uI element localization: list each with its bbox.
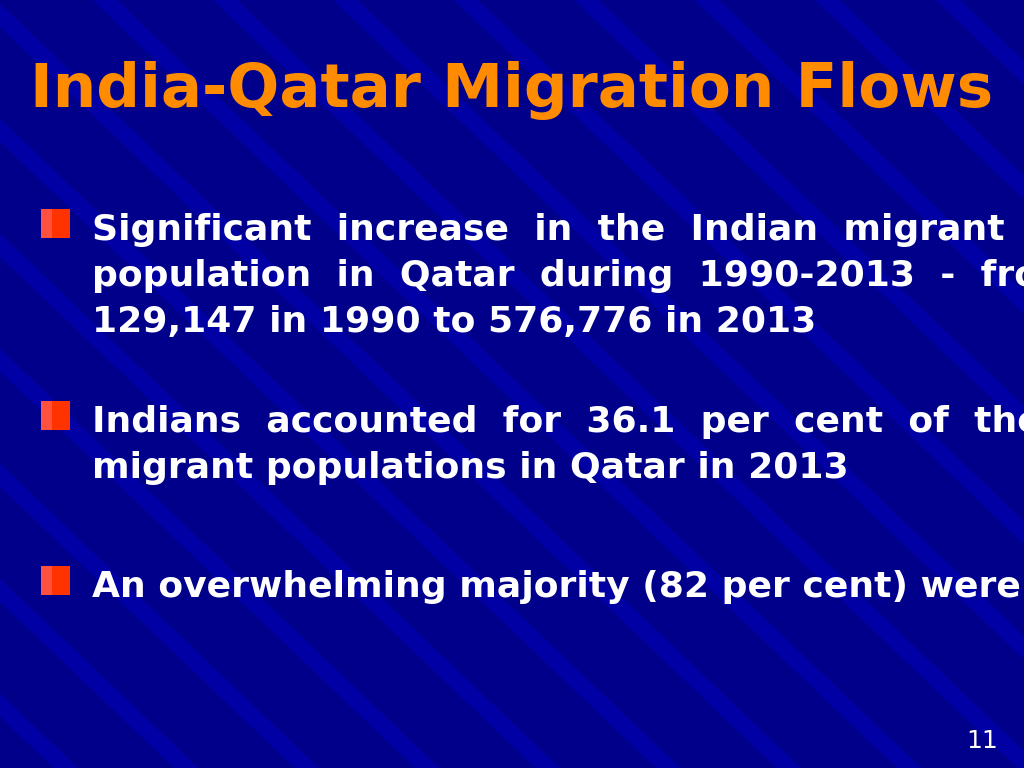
Text: 11: 11	[967, 729, 998, 753]
Bar	[41, 566, 52, 595]
Bar	[41, 401, 70, 430]
Text: Indians  accounted  for  36.1  per  cent  of  the  total
migrant populations in : Indians accounted for 36.1 per cent of t…	[92, 405, 1024, 485]
Bar	[41, 209, 52, 238]
Bar	[41, 566, 70, 595]
Text: An overwhelming majority (82 per cent) were males: An overwhelming majority (82 per cent) w…	[92, 570, 1024, 604]
Text: Significant  increase  in  the  Indian  migrant
population  in  Qatar  during  1: Significant increase in the Indian migra…	[92, 213, 1024, 339]
Bar	[41, 209, 70, 238]
Text: India-Qatar Migration Flows: India-Qatar Migration Flows	[31, 61, 993, 121]
Bar	[41, 401, 52, 430]
